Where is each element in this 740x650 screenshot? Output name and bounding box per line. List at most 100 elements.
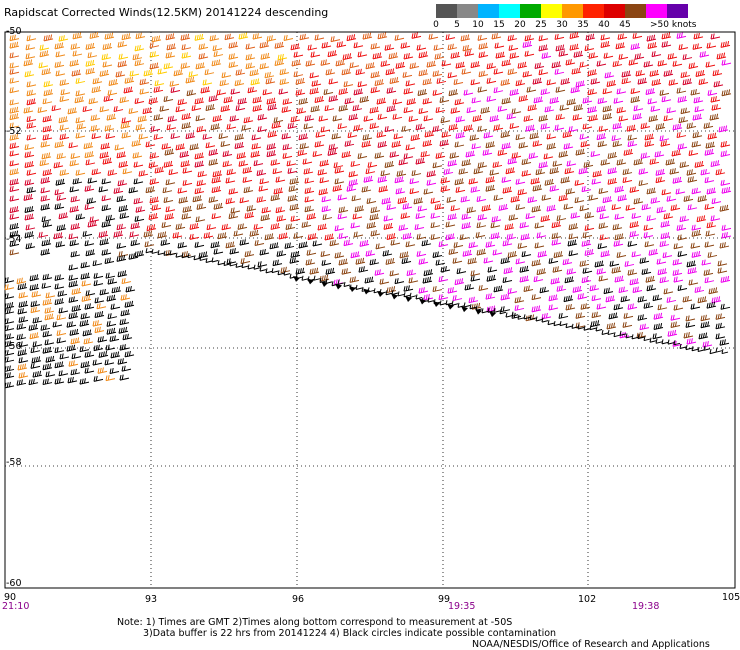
- wind-barb-tick: [91, 216, 94, 222]
- wind-barb-tick: [461, 178, 464, 184]
- wind-barb-tick: [50, 89, 53, 95]
- wind-barb-tick: [538, 116, 541, 122]
- wind-barb-tick: [595, 114, 598, 120]
- wind-barb-tick: [521, 171, 524, 177]
- wind-barb-tick: [369, 214, 372, 221]
- wind-barb-tick: [631, 222, 634, 228]
- wind-barb-tick: [74, 33, 77, 39]
- wind-barb-tick: [366, 198, 369, 204]
- wind-barb-tick: [376, 152, 379, 158]
- wind-barb-tick: [355, 89, 358, 95]
- wind-barb-tick: [684, 95, 687, 102]
- wind-barb-tick: [276, 59, 279, 66]
- wind-barb-tick: [164, 187, 167, 193]
- wind-barb-tick: [625, 149, 628, 155]
- wind-barb: [144, 244, 155, 248]
- wind-barb-tick: [399, 197, 402, 204]
- wind-barb-tick: [416, 45, 419, 51]
- wind-barb-tick: [86, 185, 89, 191]
- wind-barb-tick: [297, 150, 300, 156]
- wind-barb-tick: [627, 241, 630, 247]
- wind-barb: [477, 128, 488, 132]
- wind-barb-tick: [212, 159, 215, 165]
- wind-barb-tick: [362, 134, 365, 141]
- wind-barb-tick: [287, 223, 290, 230]
- wind-barb-tick: [11, 150, 14, 156]
- wind-barb-tick: [70, 153, 73, 159]
- wind-barb-tick: [407, 241, 410, 247]
- wind-barb-tick: [472, 150, 475, 156]
- wind-barb-tick: [678, 32, 681, 39]
- wind-barb-tick: [277, 54, 280, 60]
- wind-barb: [401, 128, 412, 132]
- wind-barb-tick: [633, 251, 636, 257]
- wind-barb-tick: [661, 96, 664, 102]
- wind-barb-tick: [568, 167, 571, 173]
- wind-barb-tick: [386, 88, 389, 94]
- wind-barb-tick: [205, 232, 208, 238]
- wind-barb-tick: [24, 152, 27, 158]
- wind-barb: [377, 116, 388, 120]
- wind-barb-tick: [185, 113, 188, 119]
- wind-barb-tick: [299, 143, 302, 149]
- wind-barb-tick: [336, 252, 339, 258]
- wind-barb-tick: [540, 216, 543, 222]
- wind-barb-tick: [341, 69, 344, 75]
- wind-barb-tick: [300, 134, 303, 140]
- wind-barb-tick: [497, 124, 500, 130]
- wind-barb-tick: [26, 35, 29, 41]
- wind-barb-tick: [297, 78, 300, 84]
- wind-barb: [476, 199, 487, 202]
- wind-barb-tick: [477, 167, 480, 173]
- wind-barb-tick: [203, 233, 206, 239]
- wind-barb-tick: [710, 215, 713, 221]
- wind-barb-tick: [434, 251, 437, 258]
- wind-barb-tick: [266, 144, 269, 150]
- wind-barb-tick: [684, 107, 687, 113]
- wind-barb-tick: [520, 95, 523, 102]
- wind-barb-tick: [618, 186, 621, 192]
- wind-barb-tick: [353, 89, 356, 95]
- wind-barb-tick: [618, 233, 621, 239]
- wind-barb-tick: [130, 240, 133, 246]
- wind-barb-tick: [482, 51, 485, 57]
- wind-barb-tick: [334, 148, 337, 155]
- wind-barb-tick: [246, 251, 249, 257]
- wind-barb-tick: [418, 259, 421, 265]
- wind-barb-tick: [240, 33, 243, 39]
- wind-barb-tick: [523, 116, 526, 122]
- wind-barb-tick: [667, 159, 670, 165]
- wind-barb-tick: [101, 222, 104, 228]
- wind-barb-tick: [511, 52, 514, 59]
- wind-barb-tick: [422, 157, 425, 163]
- wind-barb-tick: [583, 240, 586, 246]
- wind-barb-tick: [165, 161, 168, 167]
- wind-barb-tick: [278, 89, 281, 95]
- wind-barb-tick: [555, 61, 558, 67]
- wind-barb-tick: [403, 153, 406, 159]
- wind-barb: [536, 235, 547, 239]
- wind-barb-tick: [70, 224, 73, 230]
- legend-label: 5: [454, 20, 460, 30]
- wind-barb-tick: [715, 169, 718, 175]
- wind-barb-tick: [237, 104, 240, 111]
- wind-barb-tick: [299, 89, 302, 95]
- wind-barb: [454, 144, 465, 148]
- wind-barb-tick: [255, 160, 258, 166]
- wind-barb-tick: [479, 125, 482, 131]
- wind-barb: [456, 271, 467, 275]
- wind-barb-tick: [172, 33, 175, 39]
- wind-barb-tick: [394, 98, 397, 104]
- wind-barb-tick: [388, 106, 391, 112]
- wind-barb: [283, 37, 294, 41]
- wind-barb-tick: [416, 223, 419, 230]
- legend-swatch: [646, 4, 667, 18]
- wind-barb-tick: [367, 63, 370, 69]
- wind-barb-tick: [223, 224, 226, 230]
- wind-barb: [611, 207, 622, 211]
- wind-barb-tick: [417, 124, 420, 130]
- wind-barb-tick: [587, 107, 590, 113]
- wind-barb-tick: [222, 105, 225, 112]
- wind-barb-tick: [362, 257, 365, 263]
- wind-barb-tick: [432, 197, 435, 203]
